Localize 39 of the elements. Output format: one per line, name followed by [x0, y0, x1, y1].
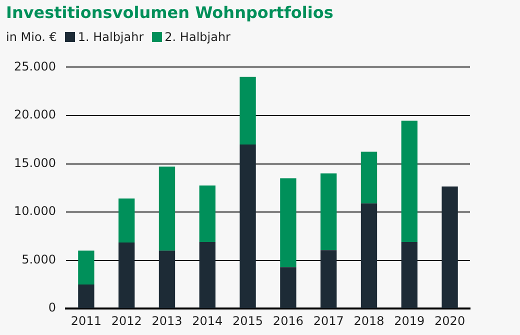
x-tick-label: 2011: [70, 314, 102, 328]
bar: [199, 185, 216, 242]
y-axis-title: in Mio. €: [6, 30, 57, 44]
y-tick-label: 15.000: [14, 156, 56, 170]
bar: [360, 203, 378, 308]
bar: [280, 178, 296, 268]
bar: [158, 166, 176, 251]
bar: [320, 250, 337, 308]
x-tick-label: 2018: [354, 314, 384, 328]
x-tick-label: 2014: [192, 314, 223, 328]
bar: [401, 120, 418, 242]
bar: [118, 198, 135, 242]
x-tick-label: 2019: [394, 314, 425, 328]
bar: [199, 242, 216, 308]
x-tick-label: 2013: [152, 314, 182, 328]
bar: [78, 250, 94, 284]
bar: [158, 250, 176, 308]
bar: [280, 267, 296, 308]
chart-title: Investitionsvolumen Wohnportfolios: [6, 3, 334, 22]
bar: [240, 144, 256, 308]
x-tick-label: 2015: [232, 314, 264, 328]
legend-label: 2. Halbjahr: [164, 30, 230, 44]
bar: [118, 242, 135, 308]
y-tick-label: 0: [48, 300, 56, 315]
bar: [240, 76, 256, 144]
x-tick-label: 2020: [434, 314, 466, 328]
x-tick-label: 2017: [313, 314, 344, 328]
y-tick-label: 10.000: [14, 204, 56, 218]
y-tick-label: 20.000: [14, 108, 56, 122]
bar: [401, 242, 418, 308]
bar: [442, 186, 458, 308]
bar: [78, 284, 94, 308]
bar: [320, 173, 337, 250]
bar: [360, 152, 378, 204]
y-tick-label: 25.000: [14, 59, 56, 74]
y-tick-label: 5.000: [22, 252, 56, 266]
x-tick-label: 2012: [111, 314, 142, 328]
legend-label: 1. Halbjahr: [78, 30, 144, 44]
x-tick-label: 2016: [272, 314, 304, 328]
